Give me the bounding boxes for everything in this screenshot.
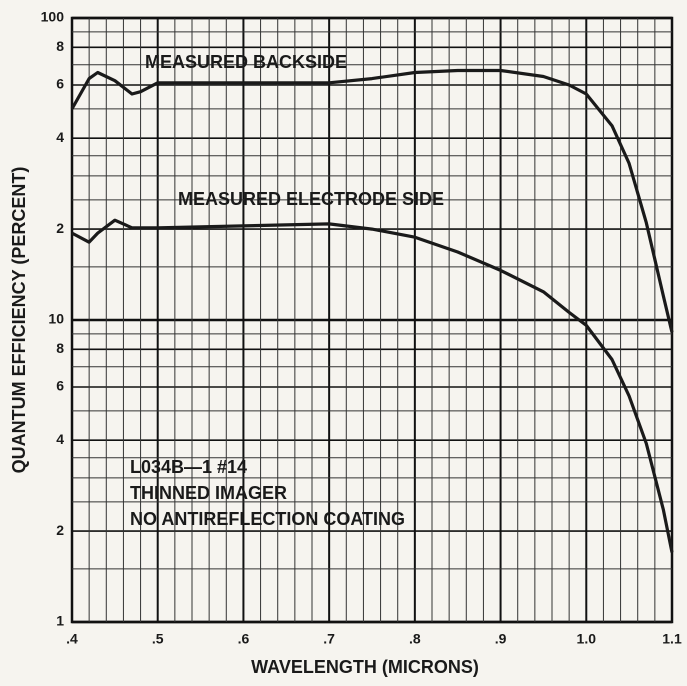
data-line [70,68,674,333]
x-tick-label: .7 [323,631,335,647]
y-tick-label: 2 [56,220,64,236]
x-axis-label: WAVELENGTH (MICRONS) [251,657,479,677]
y-tick-label: 100 [41,9,65,25]
x-tick-label: 1.0 [577,631,597,647]
y-tick-label: 8 [56,340,64,356]
annotation: L034B—1 #14 [130,457,247,477]
y-tick-label: 6 [56,378,64,394]
x-tick-label: 1.1 [662,631,682,647]
annotation: THINNED IMAGER [130,483,287,503]
y-tick-label: 4 [56,129,64,145]
x-tick-label: .6 [238,631,250,647]
y-tick-label: 6 [56,76,64,92]
y-tick-label: 1 [56,613,64,629]
x-tick-label: .5 [152,631,164,647]
data-line [71,218,674,553]
y-tick-label: 10 [48,311,64,327]
x-tick-label: .4 [66,631,78,647]
y-tick-label: 2 [56,522,64,538]
x-tick-label: .9 [495,631,507,647]
x-tick-label: .8 [409,631,421,647]
annotation: MEASURED BACKSIDE [145,52,347,72]
y-tick-label: 4 [56,431,64,447]
y-tick-label: 8 [56,38,64,54]
y-axis-label: QUANTUM EFFICIENCY (PERCENT) [9,167,29,474]
annotation: NO ANTIREFLECTION COATING [130,509,405,529]
annotation: MEASURED ELECTRODE SIDE [178,189,444,209]
